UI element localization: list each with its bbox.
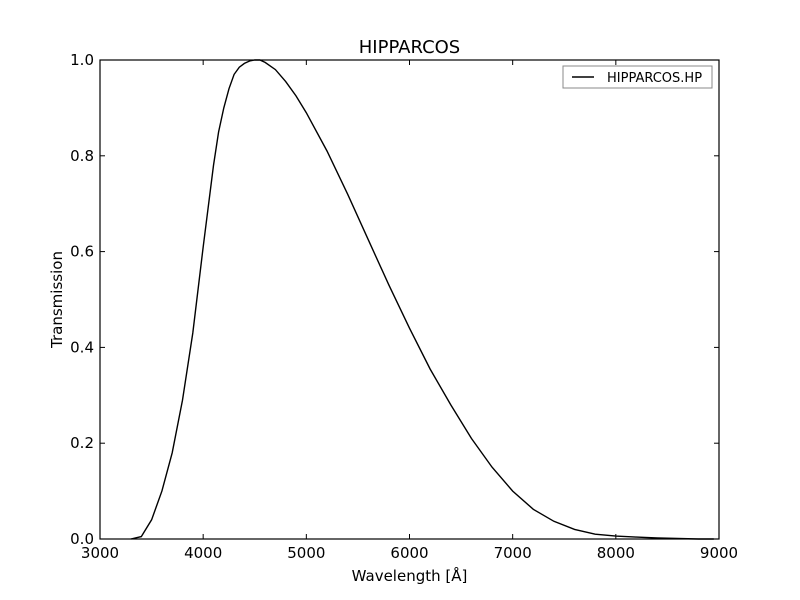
y-axis-label: Transmission (48, 251, 66, 349)
series-line-hipparcos-hp (130, 59, 714, 540)
y-tick-label: 0.6 (70, 243, 94, 261)
x-tick-label: 4000 (184, 544, 222, 562)
y-tick-label: 0.4 (70, 338, 94, 356)
x-tick-label: 7000 (494, 544, 532, 562)
legend-label: HIPPARCOS.HP (607, 71, 702, 86)
x-tick-label: 9000 (700, 544, 738, 562)
y-tick-label: 0.0 (70, 530, 94, 548)
x-tick-label: 3000 (81, 544, 119, 562)
x-tick-label: 6000 (390, 544, 428, 562)
legend-box (562, 65, 713, 89)
x-tick-label: 8000 (597, 544, 635, 562)
plot-frame (99, 59, 720, 540)
legend: HIPPARCOS.HP (562, 65, 713, 89)
chart-title: HIPPARCOS (359, 37, 461, 58)
y-tick-label: 0.2 (70, 434, 94, 452)
axis-ticks (99, 59, 720, 540)
x-axis-label: Wavelength [Å] (352, 566, 468, 585)
axis-tick-labels: 3000 4000 5000 6000 7000 8000 9000 0.0 0.2 0.4 0.6… (70, 51, 738, 562)
y-tick-label: 1.0 (70, 51, 94, 69)
y-tick-label: 0.8 (70, 147, 94, 165)
x-tick-label: 5000 (287, 544, 325, 562)
